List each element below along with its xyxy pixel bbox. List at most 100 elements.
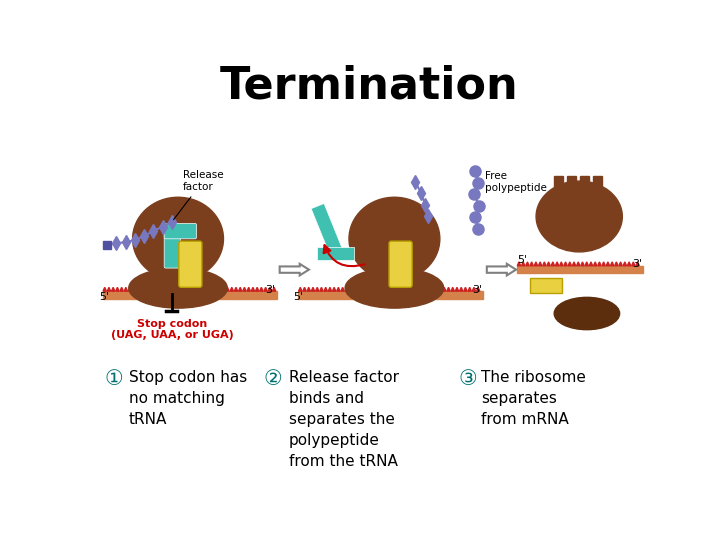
Polygon shape: [171, 287, 174, 291]
Ellipse shape: [536, 181, 622, 252]
Polygon shape: [539, 262, 542, 266]
Polygon shape: [112, 287, 115, 291]
Polygon shape: [238, 287, 242, 291]
Polygon shape: [366, 287, 370, 291]
Polygon shape: [324, 287, 328, 291]
Polygon shape: [358, 287, 361, 291]
Polygon shape: [317, 247, 354, 260]
Polygon shape: [311, 287, 315, 291]
Polygon shape: [409, 287, 412, 291]
Polygon shape: [396, 287, 400, 291]
Polygon shape: [251, 287, 255, 291]
FancyBboxPatch shape: [389, 241, 412, 287]
Polygon shape: [430, 287, 433, 291]
Polygon shape: [243, 287, 246, 291]
Polygon shape: [526, 262, 529, 266]
Polygon shape: [413, 287, 416, 291]
Polygon shape: [534, 262, 538, 266]
Polygon shape: [124, 287, 127, 291]
Polygon shape: [162, 287, 166, 291]
Ellipse shape: [554, 298, 620, 330]
Polygon shape: [383, 287, 387, 291]
Polygon shape: [145, 287, 149, 291]
Polygon shape: [315, 287, 319, 291]
Polygon shape: [307, 287, 310, 291]
Ellipse shape: [129, 268, 228, 308]
Polygon shape: [188, 287, 191, 291]
Text: 3': 3': [265, 285, 275, 295]
Polygon shape: [543, 262, 546, 266]
FancyBboxPatch shape: [164, 226, 180, 268]
Polygon shape: [158, 287, 161, 291]
Polygon shape: [179, 287, 183, 291]
Polygon shape: [103, 287, 107, 291]
Polygon shape: [517, 262, 521, 266]
Polygon shape: [577, 262, 580, 266]
Text: Stop codon has
no matching
tRNA: Stop codon has no matching tRNA: [129, 370, 247, 428]
Polygon shape: [260, 287, 263, 291]
Polygon shape: [222, 287, 225, 291]
Polygon shape: [615, 262, 618, 266]
Polygon shape: [166, 287, 170, 291]
Text: Release factor
binds and
separates the
polypeptide
from the tRNA: Release factor binds and separates the p…: [289, 370, 399, 469]
Text: 5': 5': [294, 292, 304, 302]
Text: ②: ②: [264, 369, 282, 389]
Polygon shape: [333, 287, 336, 291]
Polygon shape: [405, 287, 408, 291]
Polygon shape: [349, 287, 353, 291]
Polygon shape: [559, 262, 563, 266]
Polygon shape: [371, 287, 374, 291]
Polygon shape: [434, 287, 438, 291]
Ellipse shape: [345, 268, 444, 308]
Polygon shape: [362, 287, 366, 291]
Polygon shape: [279, 264, 309, 275]
Polygon shape: [311, 204, 343, 257]
Polygon shape: [459, 287, 463, 291]
Polygon shape: [141, 287, 145, 291]
Polygon shape: [150, 287, 153, 291]
FancyBboxPatch shape: [164, 224, 197, 239]
Polygon shape: [272, 287, 276, 291]
Text: ③: ③: [458, 369, 477, 389]
Polygon shape: [379, 287, 382, 291]
Polygon shape: [623, 262, 626, 266]
Polygon shape: [196, 287, 199, 291]
Polygon shape: [606, 262, 610, 266]
Polygon shape: [392, 287, 395, 291]
Polygon shape: [137, 287, 140, 291]
Text: 3': 3': [632, 259, 642, 269]
Text: Free
polypeptide: Free polypeptide: [485, 171, 546, 193]
Polygon shape: [120, 287, 123, 291]
Polygon shape: [627, 262, 631, 266]
Polygon shape: [593, 176, 602, 199]
Polygon shape: [303, 287, 306, 291]
Polygon shape: [217, 287, 221, 291]
Polygon shape: [226, 287, 229, 291]
Polygon shape: [568, 262, 572, 266]
Text: ①: ①: [104, 369, 122, 389]
Text: Stop codon
(UAG, UAA, or UGA): Stop codon (UAG, UAA, or UGA): [110, 319, 233, 341]
Polygon shape: [320, 287, 323, 291]
Polygon shape: [468, 287, 472, 291]
Polygon shape: [567, 176, 576, 199]
Polygon shape: [455, 287, 459, 291]
Polygon shape: [247, 287, 251, 291]
Polygon shape: [341, 287, 344, 291]
Polygon shape: [345, 287, 348, 291]
Polygon shape: [328, 287, 332, 291]
Polygon shape: [256, 287, 259, 291]
Text: 5': 5': [518, 255, 528, 265]
Polygon shape: [551, 262, 554, 266]
Polygon shape: [387, 287, 391, 291]
Polygon shape: [116, 287, 119, 291]
Polygon shape: [128, 287, 132, 291]
Polygon shape: [477, 287, 480, 291]
Polygon shape: [554, 176, 562, 199]
Polygon shape: [572, 262, 576, 266]
Polygon shape: [354, 287, 357, 291]
Polygon shape: [421, 287, 425, 291]
Polygon shape: [564, 262, 567, 266]
Polygon shape: [581, 262, 584, 266]
Polygon shape: [636, 262, 639, 266]
Polygon shape: [299, 287, 302, 291]
